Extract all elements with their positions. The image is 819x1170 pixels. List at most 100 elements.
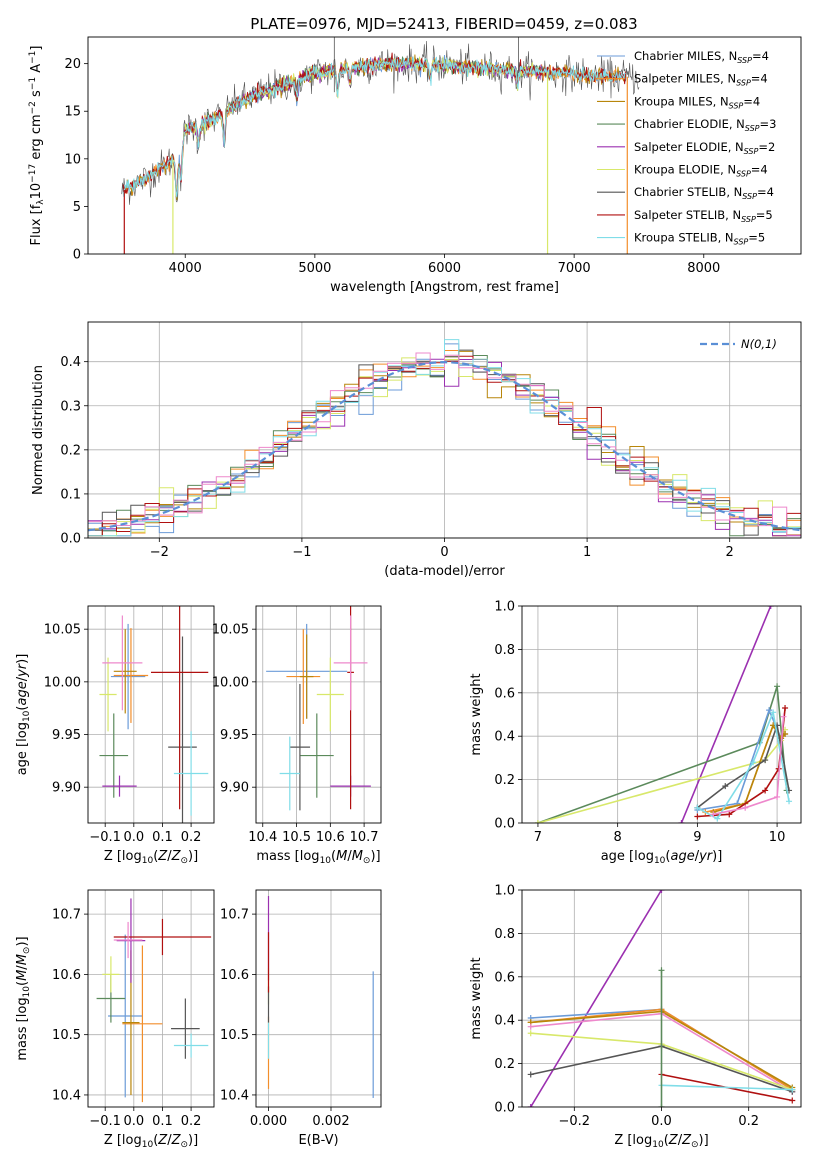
y-tick-label: 0.4: [494, 1014, 515, 1029]
plot-area-age_vs_mass: [256, 606, 381, 823]
weight-marker: [714, 815, 721, 822]
weight-marker: [766, 707, 773, 714]
spectrum-ylabel: Flux [fλ10−17 erg cm−2 s−1 A−1]: [28, 46, 46, 246]
y-tick-label: 10.00: [212, 675, 249, 690]
label-part: /: [15, 676, 30, 681]
legend-label: Salpeter ELODIE, NSSP=2: [634, 140, 775, 156]
legend-text: Salpeter MILES, N: [634, 72, 736, 86]
weight-marker: [527, 1030, 534, 1037]
x-tick-label: 10.4: [248, 830, 277, 845]
label-part: age: [670, 849, 694, 864]
legend-label: Kroupa ELODIE, NSSP=4: [634, 163, 768, 179]
y-tick-label: 0.1: [60, 487, 81, 502]
y-tick-label: 10.7: [220, 908, 249, 923]
x-tick-label: 2: [726, 545, 734, 560]
y-tick-label: 9.90: [220, 781, 249, 796]
x-tick-label: 0.0: [123, 830, 144, 845]
panel-residuals: −2 −1 0 1 2 0.0 0.1 0.2 0.3 0.4 (data-model)/error…: [31, 321, 802, 579]
weight_vs_age-ylabel: mass weight: [469, 673, 484, 755]
legend-text: Chabrier MILES, N: [634, 49, 737, 63]
weight-marker: [658, 890, 665, 893]
x-tick-label: 1: [583, 545, 591, 560]
y-tick-label: 5: [73, 200, 81, 215]
legend-label: Salpeter MILES, NSSP=4: [634, 72, 768, 88]
label-part: yr: [698, 849, 714, 864]
label-part: Normed distribution: [31, 365, 46, 495]
x-tick-label: 10.7: [350, 830, 379, 845]
label-part: )]: [370, 849, 380, 864]
axes-frame: [255, 889, 382, 1108]
legend-text: Kroupa STELIB, N: [634, 231, 734, 245]
panel-spectrum: 4000 5000 6000 7000 8000 0 5 10 15 20 wavelength […: [28, 36, 802, 295]
age_vs_mass-xlabel: mass [log10(M/M⊙)]: [256, 849, 380, 866]
label-part: Z: [157, 1133, 168, 1148]
label-part: s: [29, 90, 44, 101]
x-tick-label: 0.2: [181, 830, 202, 845]
label-part: 10: [22, 986, 32, 998]
x-tick-label: 0.1: [152, 1114, 173, 1129]
legend-tail: =4: [743, 94, 760, 108]
weight-marker: [770, 709, 777, 716]
x-tick-label: 10: [769, 830, 786, 845]
legend-label: Kroupa MILES, NSSP=4: [634, 94, 760, 110]
weight-marker: [694, 804, 701, 811]
y-tick-label: 0.4: [494, 730, 515, 745]
residuals-xlabel: (data-model)/error: [384, 564, 505, 579]
age_vs_Z-xlabel: Z [log10(Z/Z⊙)]: [104, 849, 198, 866]
legend-tail: =4: [757, 185, 774, 199]
x-tick-label: 0.2: [738, 1114, 759, 1129]
plot-area-spectrum: [121, 37, 640, 254]
plot-area-mass_vs_Z: [88, 890, 214, 1107]
label-part: ⊙: [180, 1140, 188, 1150]
y-tick-label: 9.95: [52, 728, 81, 743]
normal-curve: [88, 360, 801, 532]
mass_vs_ebv-xlabel: E(B-V): [298, 1133, 338, 1148]
weight-marker: [527, 1023, 534, 1030]
legend-label: Kroupa STELIB, NSSP=5: [634, 231, 765, 247]
label-part: A: [29, 64, 44, 77]
label-part: )]: [188, 1133, 198, 1148]
weight-marker: [742, 804, 749, 811]
legend-sub: SSP: [729, 101, 744, 110]
label-part: (: [15, 706, 30, 711]
y-tick-label: 0.4: [60, 355, 81, 370]
y-tick-label: 10: [64, 152, 81, 167]
x-tick-label: 7000: [558, 261, 591, 276]
panel-mass_vs_ebv: 0.000 0.002 10.4 10.5 10.6 10.7 E(B-V): [220, 889, 382, 1148]
label-part: Z: [171, 1133, 182, 1148]
y-tick-label: 0.3: [60, 399, 81, 414]
weight-line: [661, 1084, 793, 1091]
label-part: (: [15, 981, 30, 986]
x-tick-label: 0.000: [250, 1114, 287, 1129]
y-tick-label: 10.05: [44, 623, 81, 638]
y-tick-label: 20: [64, 57, 81, 72]
x-tick-label: 0.0: [123, 1114, 144, 1129]
label-part: ⊙: [363, 856, 371, 866]
legend-text: Salpeter STELIB, N: [634, 208, 741, 222]
legend-sub: SSP: [736, 170, 751, 179]
y-tick-label: 1.0: [494, 884, 515, 899]
weight-marker: [658, 967, 665, 974]
weight_vs_age-xlabel: age [log10(age/yr)]: [601, 849, 723, 866]
y-tick-label: 9.90: [52, 781, 81, 796]
legend-label-normal: N(0,1): [741, 337, 777, 351]
weight-marker: [678, 820, 685, 823]
legend-sub: SSP: [742, 192, 757, 201]
axes-frame: [87, 605, 215, 824]
histogram-step: [88, 339, 801, 537]
x-tick-label: −1: [292, 545, 311, 560]
label-part: Z [log: [614, 1133, 652, 1148]
y-tick-label: 9.95: [220, 728, 249, 743]
y-tick-label: 0.2: [494, 773, 515, 788]
axes-frame: [255, 605, 382, 824]
plot-area-residuals: [88, 322, 801, 538]
y-tick-label: 0: [73, 248, 81, 263]
legend-sub: SSP: [741, 215, 756, 224]
label-part: M: [15, 954, 30, 965]
legend-sub: SSP: [734, 238, 749, 247]
weight-line: [680, 606, 772, 823]
label-part: E(B-V): [298, 1133, 338, 1148]
label-part: 10: [142, 856, 154, 866]
legend-label: Salpeter STELIB, NSSP=5: [634, 208, 773, 224]
legend-text: Kroupa ELODIE, N: [634, 163, 736, 177]
